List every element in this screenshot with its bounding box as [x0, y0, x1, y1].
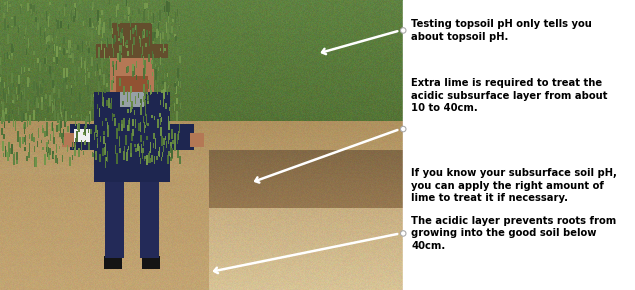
Text: The acidic layer prevents roots from
growing into the good soil below
40cm.: The acidic layer prevents roots from gro… [411, 216, 617, 251]
Text: If you know your subsurface soil pH,
you can apply the right amount of
lime to t: If you know your subsurface soil pH, you… [411, 168, 617, 203]
Text: Extra lime is required to treat the
acidic subsurface layer from about
10 to 40c: Extra lime is required to treat the acid… [411, 78, 608, 113]
Circle shape [401, 126, 406, 132]
Circle shape [401, 231, 406, 236]
Circle shape [401, 28, 406, 33]
Bar [403, 0, 635, 290]
Text: Testing topsoil pH only tells you
about topsoil pH.: Testing topsoil pH only tells you about … [411, 19, 592, 42]
